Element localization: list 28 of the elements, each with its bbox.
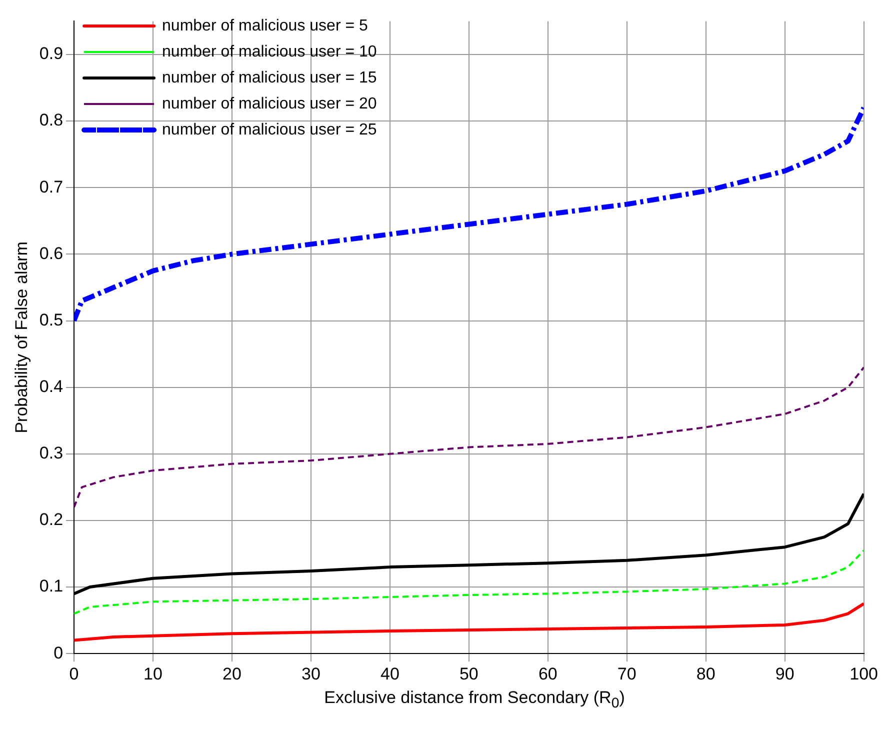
y-tick-label: 0 — [54, 643, 64, 662]
x-axis-title: Exclusive distance from Secondary (R$_{0}$) — [323, 688, 626, 712]
x-tick-label: 80 — [696, 664, 716, 684]
y-tick-label: 0.9 — [39, 44, 64, 64]
legend-label: number of malicious user = 5 — [162, 17, 368, 34]
y-tick-label: 0.8 — [39, 110, 64, 130]
legend-label: number of malicious user = 15 — [162, 69, 377, 86]
x-tick-label: 60 — [538, 664, 558, 684]
x-tick-label: 90 — [775, 664, 794, 684]
legend-label: number of malicious user = 10 — [162, 43, 377, 60]
y-tick-label: 0.2 — [39, 510, 64, 530]
y-tick-label: 0.7 — [39, 177, 64, 196]
x-tick-label: 0 — [69, 664, 79, 684]
y-axis-title: Probability of False alarm — [12, 241, 31, 434]
x-tick-label: 30 — [302, 664, 320, 684]
y-tick-label: 0.3 — [39, 444, 64, 463]
legend-label: number of malicious user = 20 — [162, 95, 377, 112]
x-tick-label: 20 — [222, 664, 242, 684]
x-tick-label: 50 — [459, 664, 478, 684]
x-tick-label: 70 — [617, 664, 636, 684]
y-tick-label: 0.6 — [39, 244, 64, 263]
y-tick-label: 0.4 — [39, 377, 64, 396]
legend-label: number of malicious user = 25 — [162, 121, 377, 138]
y-tick-label: 0.1 — [39, 576, 64, 596]
x-tick-label: 10 — [144, 664, 162, 684]
y-tick-label: 0.5 — [39, 310, 64, 330]
x-tick-label: 40 — [380, 664, 400, 684]
x-tick-label: 100 — [850, 664, 878, 684]
